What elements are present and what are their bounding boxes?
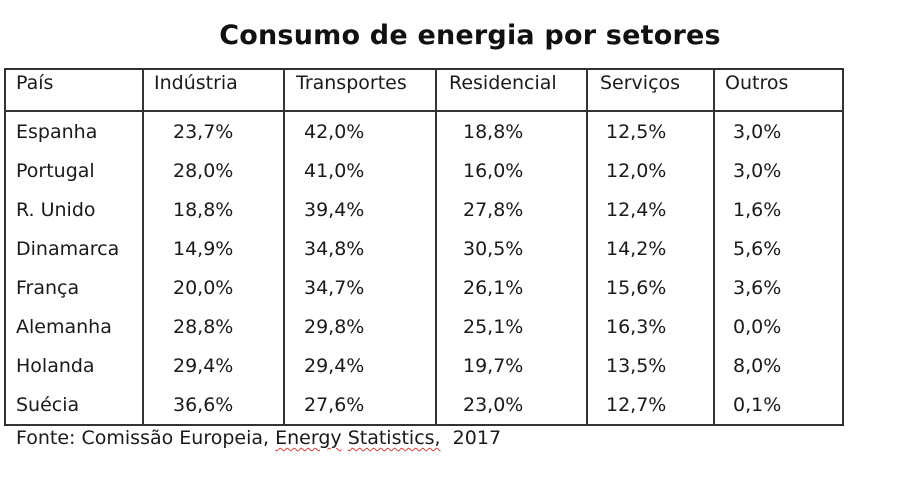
table-row: Alemanha 28,8% 29,8% 25,1% 16,3% 0,0%	[4, 307, 844, 346]
table-row: Dinamarca 14,9% 34,8% 30,5% 14,2% 5,6%	[4, 229, 844, 268]
cell-industria: 20,0%	[142, 268, 285, 307]
header-pais: País	[4, 69, 144, 112]
cell-transportes: 29,8%	[283, 307, 437, 346]
cell-industria: 14,9%	[142, 229, 285, 268]
cell-residencial: 26,1%	[435, 268, 588, 307]
header-industria: Indústria	[142, 69, 285, 112]
cell-servicos: 12,7%	[586, 385, 715, 425]
source-word-energy: Energy	[275, 427, 342, 449]
cell-country: Portugal	[4, 151, 144, 190]
cell-country: Espanha	[4, 111, 144, 151]
cell-servicos: 12,4%	[586, 190, 715, 229]
cell-servicos: 13,5%	[586, 346, 715, 385]
cell-residencial: 18,8%	[435, 111, 588, 151]
cell-residencial: 25,1%	[435, 307, 588, 346]
cell-industria: 36,6%	[142, 385, 285, 425]
cell-industria: 23,7%	[142, 111, 285, 151]
cell-residencial: 19,7%	[435, 346, 588, 385]
energy-consumption-table: País Indústria Transportes Residencial S…	[4, 68, 844, 426]
source-word-statistics: Statistics,	[347, 427, 441, 449]
cell-transportes: 27,6%	[283, 385, 437, 425]
cell-servicos: 16,3%	[586, 307, 715, 346]
cell-outros: 3,0%	[713, 111, 844, 151]
table-row: Suécia 36,6% 27,6% 23,0% 12,7% 0,1%	[4, 385, 844, 425]
cell-transportes: 29,4%	[283, 346, 437, 385]
table-row: R. Unido 18,8% 39,4% 27,8% 12,4% 1,6%	[4, 190, 844, 229]
cell-residencial: 30,5%	[435, 229, 588, 268]
cell-country: Alemanha	[4, 307, 144, 346]
cell-transportes: 34,7%	[283, 268, 437, 307]
cell-outros: 3,0%	[713, 151, 844, 190]
source-year: 2017	[440, 427, 502, 449]
table-title: Consumo de energia por setores	[219, 20, 721, 51]
cell-transportes: 39,4%	[283, 190, 437, 229]
header-outros: Outros	[713, 69, 844, 112]
cell-country: França	[4, 268, 144, 307]
cell-industria: 28,8%	[142, 307, 285, 346]
table-row: Holanda 29,4% 29,4% 19,7% 13,5% 8,0%	[4, 346, 844, 385]
cell-industria: 18,8%	[142, 190, 285, 229]
table-row: França 20,0% 34,7% 26,1% 15,6% 3,6%	[4, 268, 844, 307]
cell-outros: 5,6%	[713, 229, 844, 268]
cell-industria: 29,4%	[142, 346, 285, 385]
cell-transportes: 41,0%	[283, 151, 437, 190]
cell-servicos: 14,2%	[586, 229, 715, 268]
source-note: Fonte: Comissão Europeia, Energy Statist…	[16, 427, 501, 449]
cell-residencial: 23,0%	[435, 385, 588, 425]
cell-residencial: 16,0%	[435, 151, 588, 190]
cell-outros: 0,0%	[713, 307, 844, 346]
cell-outros: 0,1%	[713, 385, 844, 425]
header-residencial: Residencial	[435, 69, 588, 112]
header-row: País Indústria Transportes Residencial S…	[4, 69, 844, 112]
cell-industria: 28,0%	[142, 151, 285, 190]
cell-transportes: 34,8%	[283, 229, 437, 268]
cell-transportes: 42,0%	[283, 111, 437, 151]
cell-country: Suécia	[4, 385, 144, 425]
cell-country: Holanda	[4, 346, 144, 385]
cell-country: Dinamarca	[4, 229, 144, 268]
header-transportes: Transportes	[283, 69, 437, 112]
cell-outros: 8,0%	[713, 346, 844, 385]
header-servicos: Serviços	[586, 69, 715, 112]
cell-country: R. Unido	[4, 190, 144, 229]
table-row: Portugal 28,0% 41,0% 16,0% 12,0% 3,0%	[4, 151, 844, 190]
cell-outros: 1,6%	[713, 190, 844, 229]
source-prefix: Fonte: Comissão Europeia,	[16, 427, 276, 449]
cell-servicos: 12,5%	[586, 111, 715, 151]
table-row: Espanha 23,7% 42,0% 18,8% 12,5% 3,0%	[4, 111, 844, 151]
cell-outros: 3,6%	[713, 268, 844, 307]
cell-servicos: 12,0%	[586, 151, 715, 190]
cell-residencial: 27,8%	[435, 190, 588, 229]
cell-servicos: 15,6%	[586, 268, 715, 307]
